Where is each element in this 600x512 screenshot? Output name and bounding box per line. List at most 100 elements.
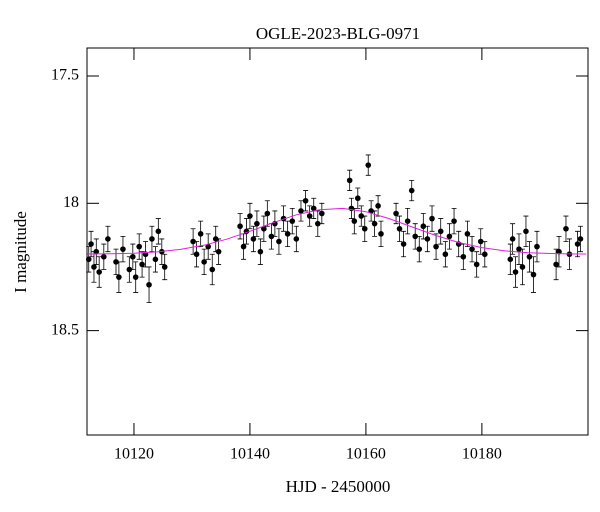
data-point — [302, 197, 309, 204]
data-point — [509, 236, 516, 242]
data-point — [451, 218, 457, 224]
data-point — [477, 238, 484, 245]
data-point — [190, 238, 196, 245]
data-point — [516, 246, 522, 252]
data-point — [205, 243, 211, 250]
data-point — [433, 243, 439, 250]
data-point — [289, 218, 296, 224]
data-point — [306, 213, 313, 219]
data-point — [526, 253, 533, 260]
data-point — [261, 225, 267, 232]
data-point — [113, 259, 119, 265]
data-point — [310, 205, 317, 212]
data-point — [420, 223, 427, 230]
data-point — [250, 236, 257, 242]
x-tick-label: 10180 — [462, 446, 502, 463]
data-point — [247, 213, 253, 219]
data-point — [412, 233, 419, 240]
data-point — [400, 241, 407, 247]
data-point — [442, 251, 449, 258]
data-point — [212, 236, 219, 242]
data-point — [257, 248, 264, 255]
data-point — [469, 246, 475, 252]
x-tick-label: 10160 — [346, 446, 386, 463]
data-point — [429, 215, 435, 222]
data-point — [481, 251, 488, 258]
data-point — [378, 231, 384, 237]
data-point — [314, 220, 321, 227]
data-point — [116, 274, 122, 280]
plot-frame — [86, 47, 589, 436]
data-point — [464, 231, 471, 237]
data-point — [120, 246, 126, 252]
data-point — [460, 253, 467, 260]
data-point — [375, 203, 381, 209]
data-point — [126, 266, 133, 273]
data-point — [346, 177, 353, 184]
data-point — [408, 187, 415, 194]
data-point — [393, 210, 399, 217]
model-curve — [87, 207, 587, 255]
data-point — [519, 264, 526, 270]
data-point — [354, 195, 361, 202]
data-point — [351, 218, 358, 224]
data-point — [319, 210, 325, 217]
x-axis-label: HJD - 2450000 — [286, 477, 391, 496]
data-point — [132, 274, 139, 280]
data-point — [197, 231, 204, 237]
data-point — [201, 259, 207, 265]
data-point — [577, 236, 584, 242]
data-point — [237, 223, 243, 230]
data-point — [556, 248, 562, 255]
data-point — [563, 225, 569, 232]
x-tick-label: 10140 — [230, 446, 270, 463]
data-point — [361, 225, 368, 232]
data-point — [240, 243, 247, 250]
data-point — [530, 271, 537, 278]
data-point — [105, 236, 111, 242]
data-point — [149, 236, 155, 242]
data-point — [507, 256, 514, 263]
data-point — [264, 210, 271, 217]
data-point — [446, 233, 453, 240]
data-point — [130, 253, 136, 260]
data-point — [298, 208, 304, 214]
data-point — [284, 231, 291, 237]
data-point — [161, 264, 168, 270]
data-point — [268, 233, 275, 240]
data-point — [534, 243, 540, 250]
data-point — [152, 256, 159, 263]
data-point — [293, 236, 300, 242]
data-point — [85, 256, 92, 263]
data-point — [101, 253, 107, 260]
data-point — [396, 225, 403, 232]
y-tick-label: 18.5 — [51, 321, 79, 338]
data-point — [416, 246, 423, 252]
data-point — [136, 243, 142, 250]
data-point — [91, 264, 97, 270]
data-point — [473, 261, 480, 268]
data-point — [365, 162, 372, 168]
data-point — [93, 248, 100, 255]
data-point — [523, 228, 529, 235]
chart-title: OGLE-2023-BLG-0971 — [256, 24, 420, 43]
data-point — [146, 281, 152, 288]
data-point — [553, 261, 559, 268]
data-point — [155, 228, 162, 235]
x-tick-label: 10120 — [114, 446, 154, 463]
y-axis-label: I magnitude — [11, 211, 30, 293]
data-point — [96, 269, 102, 275]
data-point — [209, 266, 216, 273]
data-point — [424, 236, 431, 242]
data-point — [215, 248, 222, 255]
data-point — [574, 241, 581, 247]
data-point — [193, 251, 200, 258]
data-point — [276, 238, 282, 245]
y-tick-label: 17.5 — [51, 67, 79, 84]
data-point — [512, 269, 519, 275]
data-point — [371, 220, 378, 227]
data-point — [437, 228, 444, 235]
data-point — [139, 261, 145, 268]
